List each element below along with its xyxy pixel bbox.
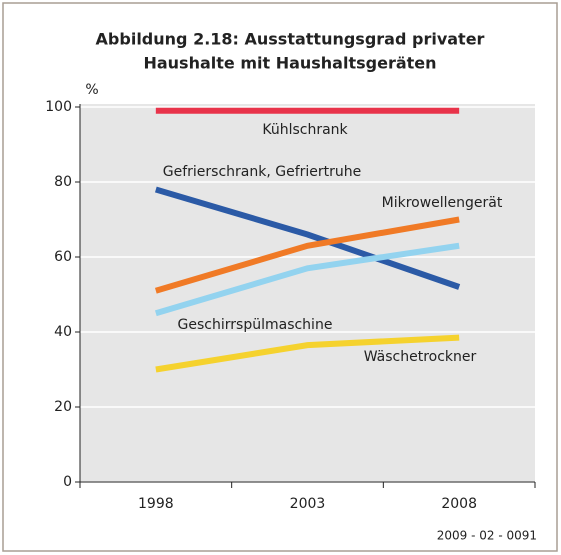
y-tick-label: 80	[54, 174, 72, 190]
series-line	[155, 334, 460, 373]
y-tick-label: 60	[54, 249, 72, 265]
series-line	[154, 216, 460, 294]
y-tick-label: 100	[45, 99, 72, 115]
chart-title: Haushalte mit Haushaltsgeräten	[143, 54, 436, 73]
series-label: Gefrierschrank, Gefriertruhe	[163, 164, 362, 180]
x-tick-label: 2003	[290, 496, 326, 512]
series-label: Mikrowellengerät	[382, 195, 503, 211]
x-tick-label: 2008	[441, 496, 477, 512]
y-tick-label: 0	[63, 474, 72, 490]
plot-area	[80, 104, 535, 482]
y-tick-label: 20	[54, 399, 72, 415]
series-label: Kühlschrank	[262, 122, 348, 138]
series-label: Wäschetrockner	[364, 349, 477, 365]
x-tick-label: 1998	[138, 496, 174, 512]
chart-title: Abbildung 2.18: Ausstattungsgrad private…	[96, 30, 485, 49]
note: 2009 - 02 - 0091	[437, 529, 537, 543]
y-axis-label: %	[85, 82, 98, 98]
series-line	[154, 242, 460, 317]
series-line	[154, 186, 461, 290]
series-label: Geschirrspülmaschine	[178, 317, 333, 333]
y-tick-label: 40	[54, 324, 72, 340]
